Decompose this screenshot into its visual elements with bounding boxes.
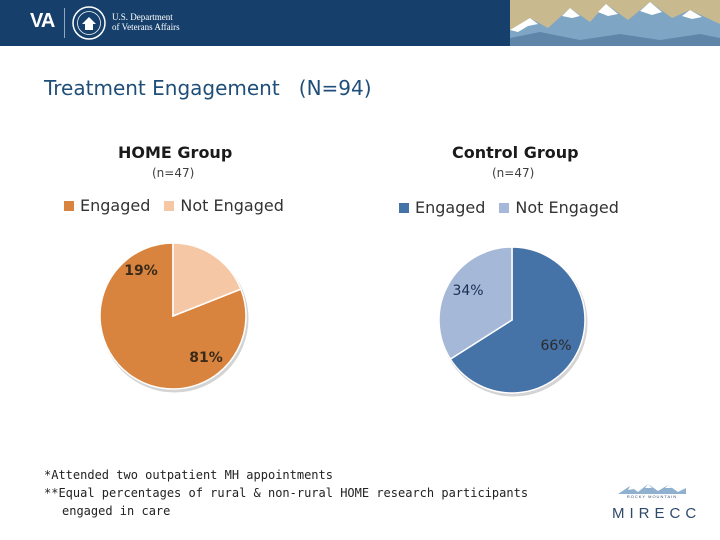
header-banner: VA U.S. Department of Veterans Affairs [0, 0, 720, 46]
legend-label-engaged: Engaged [415, 198, 486, 217]
home-chart-legend: Engaged Not Engaged [64, 196, 284, 215]
footnote-1: *Attended two outpatient MH appointments [44, 468, 333, 482]
control-slice-not-engaged [438, 246, 513, 361]
home-slice-not-engaged [172, 242, 242, 318]
department-line-1: U.S. Department [112, 12, 173, 22]
home-chart-subtitle: (n=47) [152, 166, 195, 180]
home-chart-title: HOME Group [118, 143, 233, 162]
legend-swatch-engaged [64, 200, 74, 211]
legend-label-not-engaged: Not Engaged [515, 198, 619, 217]
home-pie: 81% 19% [99, 242, 249, 393]
control-chart-legend: Engaged Not Engaged [399, 198, 619, 217]
department-name: U.S. Department of Veterans Affairs [112, 12, 180, 32]
home-slice-engaged [99, 242, 247, 390]
slide-title: Treatment Engagement (N=94) [44, 76, 372, 100]
control-chart-title: Control Group [452, 143, 579, 162]
footnote-2-continued: engaged in care [62, 504, 171, 518]
legend-swatch-engaged [399, 202, 409, 213]
control-pie: 66% 34% [438, 246, 588, 397]
control-data-label-not-engaged: 34% [452, 283, 483, 299]
footnote-2: **Equal percentages of rural & non-rural… [44, 486, 529, 500]
logo-subtitle: ROCKY MOUNTAIN [626, 494, 678, 499]
va-seal-icon [72, 6, 106, 40]
legend-label-not-engaged: Not Engaged [180, 196, 284, 215]
home-data-label-not-engaged: 19% [124, 263, 158, 279]
header-divider [64, 8, 65, 38]
department-line-2: of Veterans Affairs [112, 22, 180, 32]
logo-title: MIRECC [612, 505, 702, 522]
home-data-label-engaged: 81% [189, 350, 223, 366]
control-chart-subtitle: (n=47) [492, 166, 535, 180]
legend-swatch-not-engaged [164, 200, 175, 211]
footnotes: *Attended two outpatient MH appointments… [44, 466, 528, 520]
control-slice-engaged [449, 246, 586, 394]
mountain-banner-image [510, 0, 720, 46]
control-data-label-engaged: 66% [540, 338, 571, 354]
mirecc-logo-icon [618, 484, 686, 494]
va-logo: VA [30, 10, 55, 32]
legend-swatch-not-engaged [499, 202, 510, 213]
legend-label-engaged: Engaged [80, 196, 151, 215]
